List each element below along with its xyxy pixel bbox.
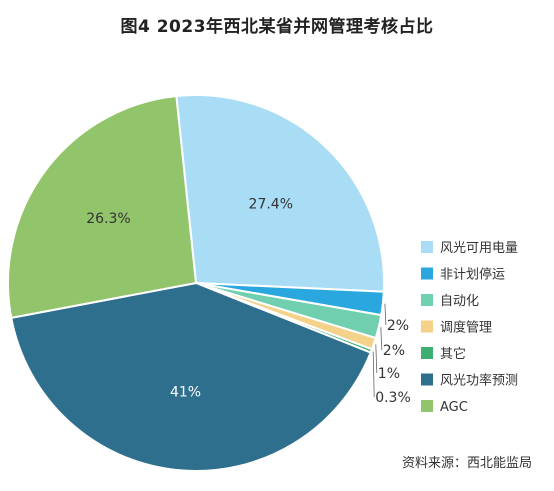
slice-label-4: 1%: [378, 366, 400, 382]
legend-swatch-1: [421, 241, 433, 253]
source-note: 资料来源：西北能监局: [401, 456, 532, 471]
leader-line-5: [372, 351, 375, 398]
slice-label-2: 2%: [387, 318, 409, 334]
leader-line-2: [384, 303, 387, 326]
slice-label-1: 27.4%: [249, 197, 293, 213]
pie-slice-7: [7, 94, 198, 320]
legend-swatch-3: [421, 294, 433, 306]
slice-label-7: 26.3%: [86, 211, 130, 227]
legend-swatch-2: [421, 267, 433, 280]
leader-line-4: [375, 344, 378, 374]
legend-swatch-4: [421, 320, 433, 333]
pie-slice-6: [10, 281, 372, 472]
legend-label-2: 非计划停运: [440, 267, 505, 283]
legend-label-3: 自动化: [440, 294, 479, 309]
legend-label-6: 风光功率预测: [440, 373, 518, 389]
legend-label-4: 调度管理: [440, 320, 492, 336]
slice-label-5: 0.3%: [375, 390, 411, 406]
legend-label-5: 其它: [440, 346, 466, 362]
legend-swatch-7: [421, 400, 433, 412]
slice-label-3: 2%: [383, 343, 405, 359]
legend-swatch-6: [421, 373, 433, 386]
legend-swatch-5: [421, 347, 433, 359]
slice-label-6: 41%: [170, 385, 201, 401]
chart-title: 图4 2023年西北某省并网管理考核占比: [120, 17, 434, 37]
pie-slice-1: [175, 94, 385, 293]
legend-label-7: AGC: [440, 400, 468, 415]
legend-label-1: 风光可用电量: [440, 241, 518, 256]
leader-line-3: [380, 327, 383, 351]
